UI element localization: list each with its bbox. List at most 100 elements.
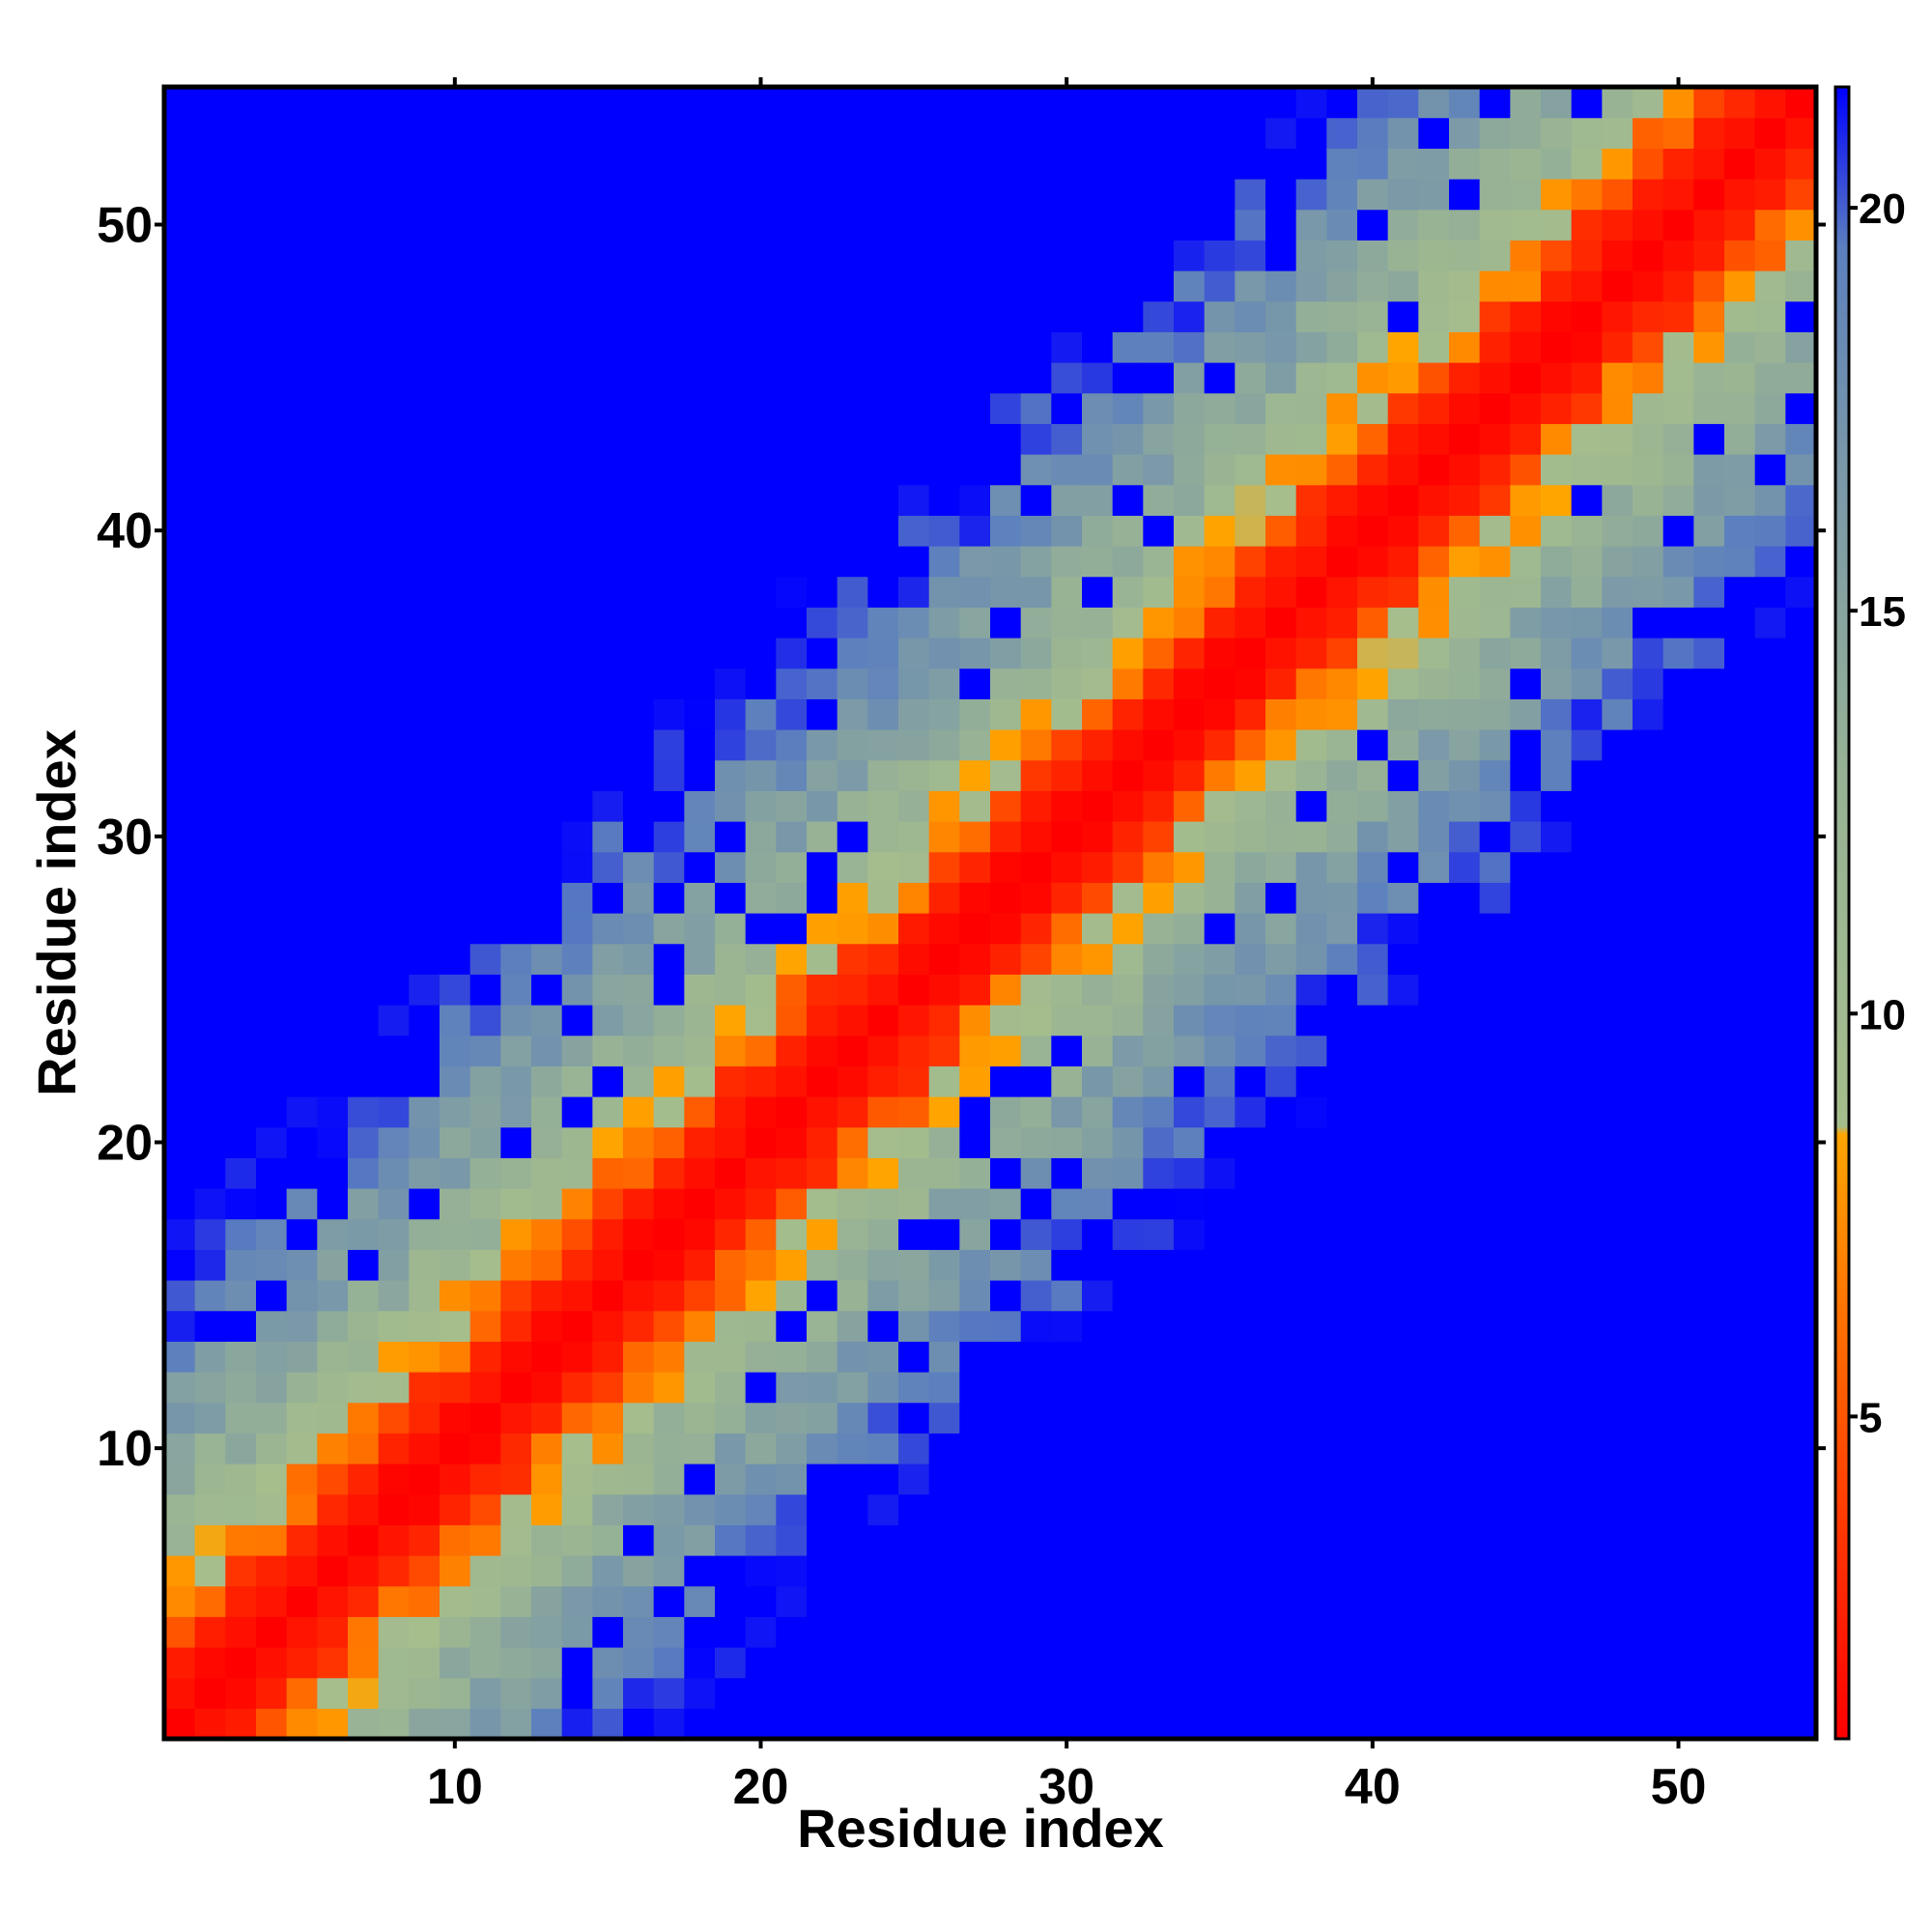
heatmap-cell bbox=[409, 1433, 440, 1464]
heatmap-cell bbox=[378, 209, 410, 241]
heatmap-cell bbox=[1693, 638, 1725, 669]
heatmap-cell bbox=[561, 1310, 593, 1342]
heatmap-cell bbox=[898, 668, 930, 699]
heatmap-cell bbox=[776, 1524, 808, 1556]
heatmap-cell bbox=[1326, 1493, 1358, 1525]
heatmap-cell bbox=[1295, 300, 1327, 332]
heatmap-cell bbox=[1387, 913, 1419, 945]
heatmap-cell bbox=[1602, 1647, 1634, 1679]
heatmap-cell bbox=[561, 179, 593, 211]
heatmap-cell bbox=[194, 882, 226, 914]
heatmap-cell bbox=[898, 179, 930, 211]
heatmap-cell bbox=[1082, 1188, 1114, 1220]
heatmap-cell bbox=[807, 454, 838, 486]
heatmap-cell bbox=[1449, 698, 1481, 730]
heatmap-cell bbox=[164, 1433, 196, 1464]
heatmap-cell bbox=[1204, 117, 1236, 149]
heatmap-cell bbox=[1541, 1524, 1573, 1556]
heatmap-cell bbox=[1633, 729, 1664, 761]
heatmap-cell bbox=[1143, 1372, 1175, 1404]
heatmap-cell bbox=[1754, 1096, 1786, 1128]
heatmap-cell bbox=[776, 1372, 808, 1404]
heatmap-cell bbox=[1235, 1126, 1266, 1158]
heatmap-cell bbox=[348, 179, 380, 211]
heatmap-cell bbox=[1387, 148, 1419, 180]
heatmap-cell bbox=[959, 117, 991, 149]
heatmap-cell bbox=[1449, 240, 1481, 271]
heatmap-cell bbox=[1112, 1310, 1144, 1342]
heatmap-cell bbox=[256, 1493, 288, 1525]
heatmap-cell bbox=[378, 1035, 410, 1066]
heatmap-cell bbox=[1479, 423, 1511, 455]
heatmap-cell bbox=[1020, 1708, 1052, 1740]
heatmap-cell bbox=[531, 240, 563, 271]
heatmap-cell bbox=[256, 331, 288, 363]
heatmap-cell bbox=[500, 331, 532, 363]
heatmap-cell bbox=[1724, 1096, 1756, 1128]
heatmap-cell bbox=[807, 1188, 838, 1220]
heatmap-cell bbox=[592, 454, 624, 486]
heatmap-cell bbox=[1449, 423, 1481, 455]
heatmap-cell bbox=[684, 1341, 716, 1373]
heatmap-cell bbox=[1295, 1372, 1327, 1404]
heatmap-cell bbox=[1143, 148, 1175, 180]
heatmap-cell bbox=[837, 1005, 868, 1037]
heatmap-cell bbox=[1418, 668, 1450, 699]
heatmap-cell bbox=[378, 729, 410, 761]
y-axis-label: Residue index bbox=[26, 729, 87, 1096]
heatmap-cell bbox=[1143, 1310, 1175, 1342]
heatmap-cell bbox=[1724, 698, 1756, 730]
heatmap-cell bbox=[1295, 515, 1327, 547]
heatmap-cell bbox=[715, 392, 747, 424]
heatmap-cell bbox=[378, 790, 410, 822]
heatmap-cell bbox=[867, 1433, 899, 1464]
heatmap-cell bbox=[1112, 913, 1144, 945]
heatmap-cell bbox=[653, 515, 685, 547]
heatmap-cell bbox=[898, 1524, 930, 1556]
heatmap-cell bbox=[623, 454, 655, 486]
heatmap-cell bbox=[1785, 1005, 1817, 1037]
heatmap-cell bbox=[867, 331, 899, 363]
heatmap-cell bbox=[440, 300, 471, 332]
heatmap-cell bbox=[1020, 698, 1052, 730]
heatmap-cell bbox=[1387, 790, 1419, 822]
heatmap-cell bbox=[256, 1647, 288, 1679]
heatmap-cell bbox=[867, 1708, 899, 1740]
heatmap-cell bbox=[1326, 974, 1358, 1006]
heatmap-cell bbox=[1754, 546, 1786, 578]
heatmap-cell bbox=[1326, 882, 1358, 914]
heatmap-cell bbox=[1051, 209, 1083, 241]
heatmap-cell bbox=[1082, 362, 1114, 394]
heatmap-cell bbox=[1051, 1310, 1083, 1342]
heatmap-cell bbox=[1357, 1310, 1389, 1342]
heatmap-cell bbox=[1295, 851, 1327, 883]
heatmap-cell bbox=[286, 943, 318, 975]
heatmap-cell bbox=[1357, 1157, 1389, 1189]
heatmap-cell bbox=[745, 1493, 777, 1525]
heatmap-cell bbox=[1143, 1157, 1175, 1189]
heatmap-cell bbox=[684, 821, 716, 853]
heatmap-cell bbox=[684, 1249, 716, 1281]
heatmap-cell bbox=[1326, 607, 1358, 639]
heatmap-cell bbox=[1112, 179, 1144, 211]
heatmap-cell bbox=[1602, 331, 1634, 363]
heatmap-cell bbox=[317, 943, 349, 975]
heatmap-cell bbox=[561, 759, 593, 791]
heatmap-cell bbox=[1112, 759, 1144, 791]
heatmap-cell bbox=[1204, 882, 1236, 914]
heatmap-cell bbox=[531, 576, 563, 608]
heatmap-cell bbox=[348, 790, 380, 822]
heatmap-cell bbox=[1571, 270, 1603, 302]
heatmap-cell bbox=[286, 209, 318, 241]
heatmap-cell bbox=[1357, 392, 1389, 424]
heatmap-cell bbox=[1326, 87, 1358, 119]
heatmap-cell bbox=[928, 1647, 960, 1679]
heatmap-cell bbox=[1020, 1402, 1052, 1434]
heatmap-cell bbox=[1265, 1677, 1297, 1709]
heatmap-cell bbox=[1295, 1708, 1327, 1740]
heatmap-cell bbox=[469, 821, 501, 853]
heatmap-cell bbox=[1479, 87, 1511, 119]
heatmap-cell bbox=[1571, 300, 1603, 332]
heatmap-cell bbox=[440, 913, 471, 945]
